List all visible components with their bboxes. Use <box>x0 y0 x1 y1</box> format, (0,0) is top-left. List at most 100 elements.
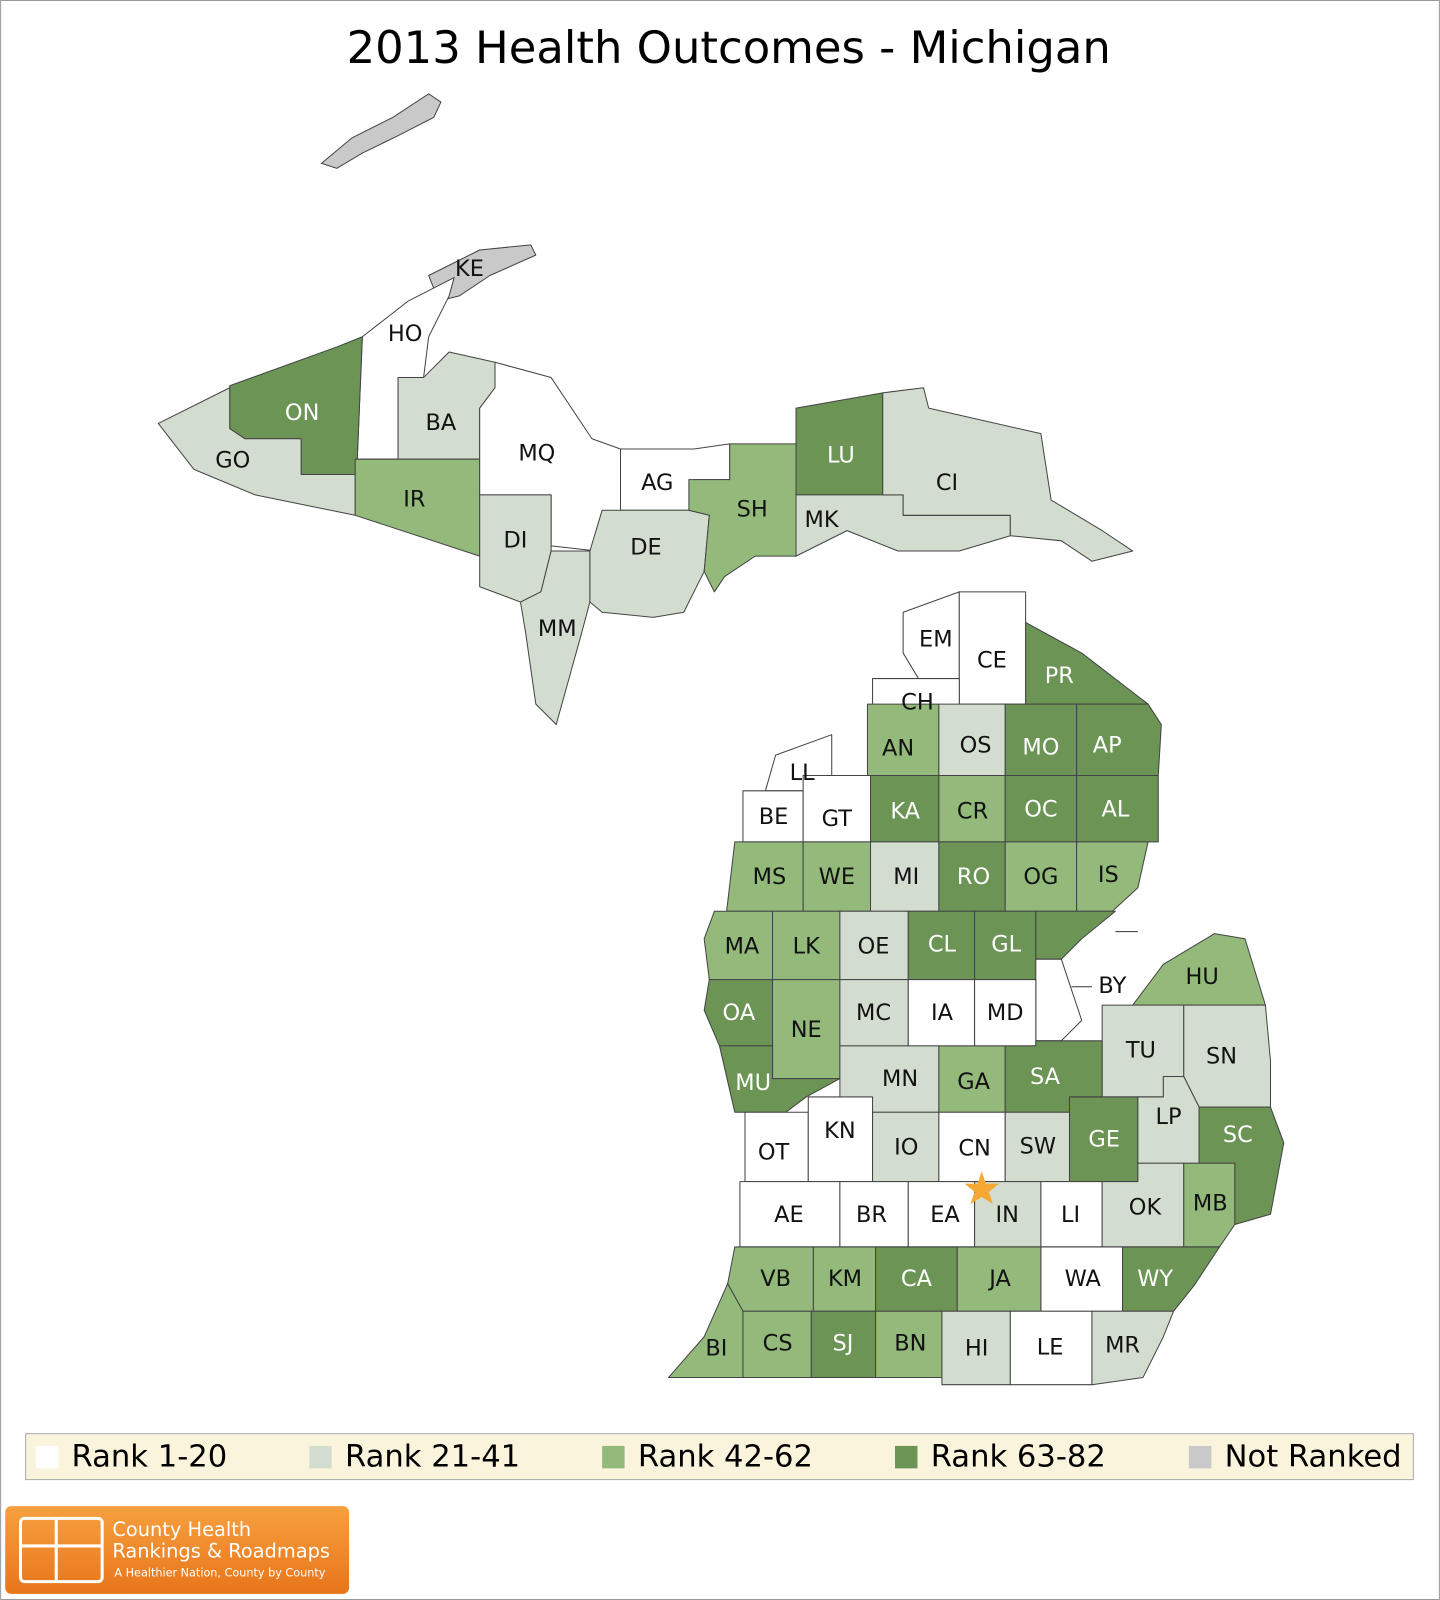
county-label: AL <box>1101 797 1129 823</box>
county-label: CH <box>901 690 934 716</box>
county-label: BR <box>856 1202 887 1228</box>
county <box>1076 703 1162 777</box>
legend-label: Rank 21-41 <box>345 1440 520 1475</box>
county-label: SH <box>737 497 768 523</box>
county-label: MK <box>804 507 839 533</box>
county-label: IS <box>1098 862 1119 888</box>
county-label: KM <box>828 1266 862 1292</box>
county-label: LU <box>827 443 855 469</box>
county-label: CN <box>958 1135 990 1161</box>
isle-royale <box>320 93 442 169</box>
county-label: MS <box>753 864 787 890</box>
county-label: AR <box>1146 915 1177 941</box>
county-label: MB <box>1193 1191 1228 1217</box>
county-label: LI <box>1061 1202 1080 1228</box>
county-label: SC <box>1223 1122 1253 1148</box>
county-label: MC <box>856 1000 891 1026</box>
county-label: OT <box>758 1140 790 1166</box>
county <box>1091 1310 1175 1386</box>
county-label: IO <box>894 1134 918 1160</box>
county-label: BI <box>705 1335 727 1361</box>
county <box>589 509 710 618</box>
county-label: HO <box>388 321 423 347</box>
county-label: OS <box>960 732 992 758</box>
county-label: OK <box>1129 1195 1163 1221</box>
legend-items: Rank 1-20 Rank 21-41 Rank 42-62 Rank 63-82 N… <box>35 1440 1402 1475</box>
county-label: OC <box>1024 797 1057 823</box>
county-label: CS <box>763 1330 793 1356</box>
county-label: KN <box>824 1118 856 1144</box>
county-label: OG <box>1023 864 1058 890</box>
county-label: MD <box>987 1000 1024 1026</box>
county <box>667 1283 744 1379</box>
logo-icon <box>18 1516 104 1584</box>
county-label: EM <box>919 626 953 652</box>
county-label: CA <box>901 1266 933 1292</box>
legend-label: Rank 1-20 <box>72 1440 228 1475</box>
legend-swatch <box>602 1445 625 1469</box>
county-label: BN <box>894 1330 926 1356</box>
county-label: BA <box>426 410 457 436</box>
county-label: AG <box>641 470 673 496</box>
county-label: CE <box>977 648 1007 674</box>
county-label: HU <box>1185 964 1218 990</box>
counties: KE HO ON GO BA IR MQ DI MM AG DE SH LU MK CI EM CE CH PR AN… <box>157 244 1285 1386</box>
county-label: DE <box>630 534 661 560</box>
county-label: GL <box>991 931 1021 957</box>
county-label: AE <box>774 1202 804 1228</box>
legend-swatch <box>1188 1445 1212 1469</box>
logo-box <box>5 1506 350 1594</box>
county-label: JA <box>987 1266 1011 1292</box>
county <box>882 387 1134 562</box>
county-label: ON <box>285 400 319 426</box>
county-label: SA <box>1030 1064 1061 1090</box>
county-label: MI <box>893 864 919 890</box>
county-label: OA <box>723 1000 756 1026</box>
county-label: GE <box>1088 1126 1120 1152</box>
legend-label: Rank 42-62 <box>638 1440 813 1475</box>
county <box>1076 841 1149 912</box>
legend <box>25 1433 1414 1481</box>
county-label: WY <box>1137 1266 1173 1292</box>
county-label: KA <box>890 799 920 825</box>
county-label: WA <box>1065 1266 1102 1292</box>
county-label: AN <box>882 735 914 761</box>
county <box>157 387 356 516</box>
logo-tagline: A Healthier Nation, County by County <box>114 1566 325 1579</box>
county-label: LE <box>1037 1334 1064 1360</box>
county <box>718 1045 841 1113</box>
county <box>1183 1162 1236 1248</box>
legend-label: Rank 63-82 <box>931 1440 1106 1475</box>
county-label: CI <box>936 470 958 496</box>
county-label: IN <box>996 1202 1019 1228</box>
county-label: SJ <box>833 1330 854 1356</box>
county-label: BE <box>759 804 789 830</box>
county-label: MM <box>538 616 577 642</box>
title: 2013 Health Outcomes - Michigan <box>347 21 1111 74</box>
county-label: PR <box>1045 663 1074 689</box>
county <box>1122 1246 1221 1312</box>
county-label: LP <box>1155 1104 1181 1130</box>
county-label: DI <box>503 527 527 553</box>
county-label: OE <box>858 933 890 959</box>
county-label: MQ <box>518 441 555 467</box>
legend-swatch <box>895 1445 918 1469</box>
county-label: CR <box>957 799 988 825</box>
legend-label: Not Ranked <box>1225 1440 1402 1475</box>
county-label: CL <box>928 931 957 957</box>
county-label: MR <box>1105 1332 1140 1358</box>
legend-swatch <box>309 1445 332 1469</box>
county-label: IA <box>931 1000 954 1026</box>
county-label: KE <box>455 256 484 282</box>
county-label: NE <box>791 1017 822 1043</box>
county-label: EA <box>930 1202 960 1228</box>
capital-star <box>964 1171 1000 1205</box>
county-label: BY <box>1098 973 1126 999</box>
county-label: WE <box>819 864 855 890</box>
county-label: VB <box>760 1266 791 1292</box>
county-label: HI <box>965 1335 989 1361</box>
county <box>520 550 591 725</box>
county-label: RO <box>957 864 990 890</box>
